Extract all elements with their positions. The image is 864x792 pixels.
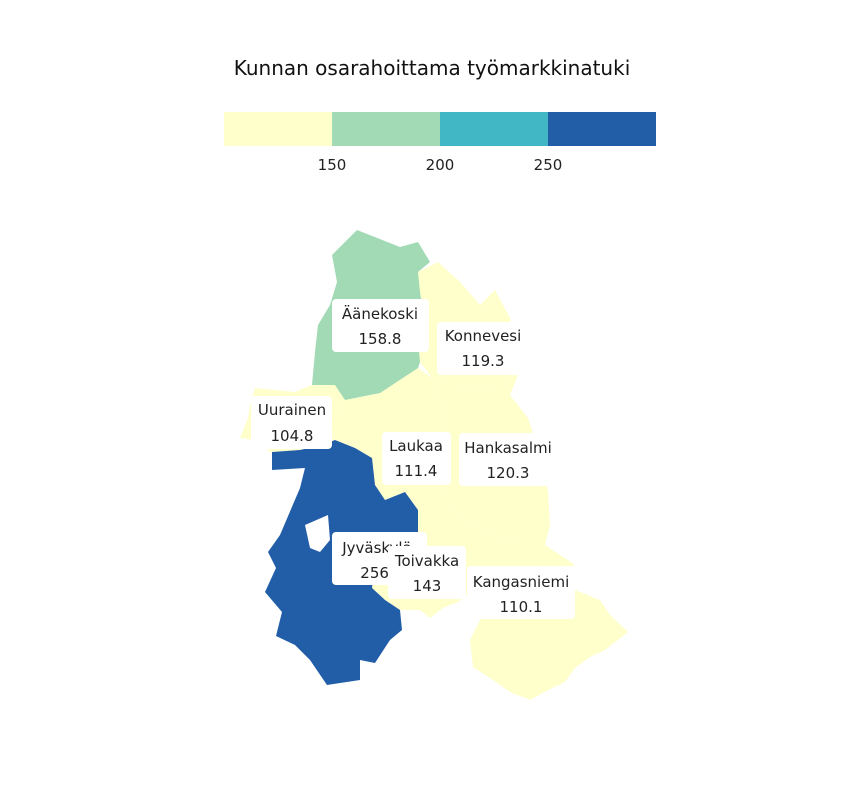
label-laukaa-name: Laukaa xyxy=(389,437,443,455)
legend-tick-200: 200 xyxy=(426,156,455,174)
region-laukaa[interactable] xyxy=(330,368,575,608)
label-aanekoski-value: 158.8 xyxy=(359,330,402,348)
label-konnevesi-name: Konnevesi xyxy=(445,327,522,345)
label-konnevesi: Konnevesi 119.3 xyxy=(437,322,530,375)
label-hankasalmi-value: 120.3 xyxy=(487,464,530,482)
legend-tick-150: 150 xyxy=(318,156,347,174)
label-jyvaskyla-value: 256. xyxy=(360,564,393,582)
label-uurainen-name: Uurainen xyxy=(258,401,326,419)
legend-bin-3 xyxy=(440,112,548,146)
label-uurainen-value: 104.8 xyxy=(271,427,314,445)
legend: 150 200 250 xyxy=(224,112,656,174)
label-aanekoski: Äänekoski 158.8 xyxy=(332,299,429,352)
region-jyvaskyla-enclave xyxy=(305,515,330,552)
label-hankasalmi: Hankasalmi 120.3 xyxy=(459,433,557,486)
map-title: Kunnan osarahoittama työmarkkinatuki xyxy=(233,56,631,80)
label-kangasniemi: Kangasniemi 110.1 xyxy=(467,566,575,619)
legend-bin-2 xyxy=(332,112,440,146)
label-uurainen: Uurainen 104.8 xyxy=(251,396,332,449)
legend-tick-250: 250 xyxy=(534,156,563,174)
label-konnevesi-value: 119.3 xyxy=(462,352,505,370)
label-laukaa-value: 111.4 xyxy=(395,462,438,480)
label-toivakka-value: 143 xyxy=(413,577,442,595)
legend-bin-4 xyxy=(548,112,656,146)
label-kangasniemi-name: Kangasniemi xyxy=(473,573,569,591)
label-hankasalmi-name: Hankasalmi xyxy=(464,439,552,457)
label-laukaa: Laukaa 111.4 xyxy=(382,432,451,485)
label-toivakka: Toivakka 143 xyxy=(388,546,466,599)
legend-bin-1 xyxy=(224,112,332,146)
label-aanekoski-name: Äänekoski xyxy=(342,304,418,323)
label-toivakka-name: Toivakka xyxy=(394,552,459,570)
labels: Äänekoski 158.8 Konnevesi 119.3 Uurainen… xyxy=(251,299,575,619)
label-kangasniemi-value: 110.1 xyxy=(500,598,543,616)
